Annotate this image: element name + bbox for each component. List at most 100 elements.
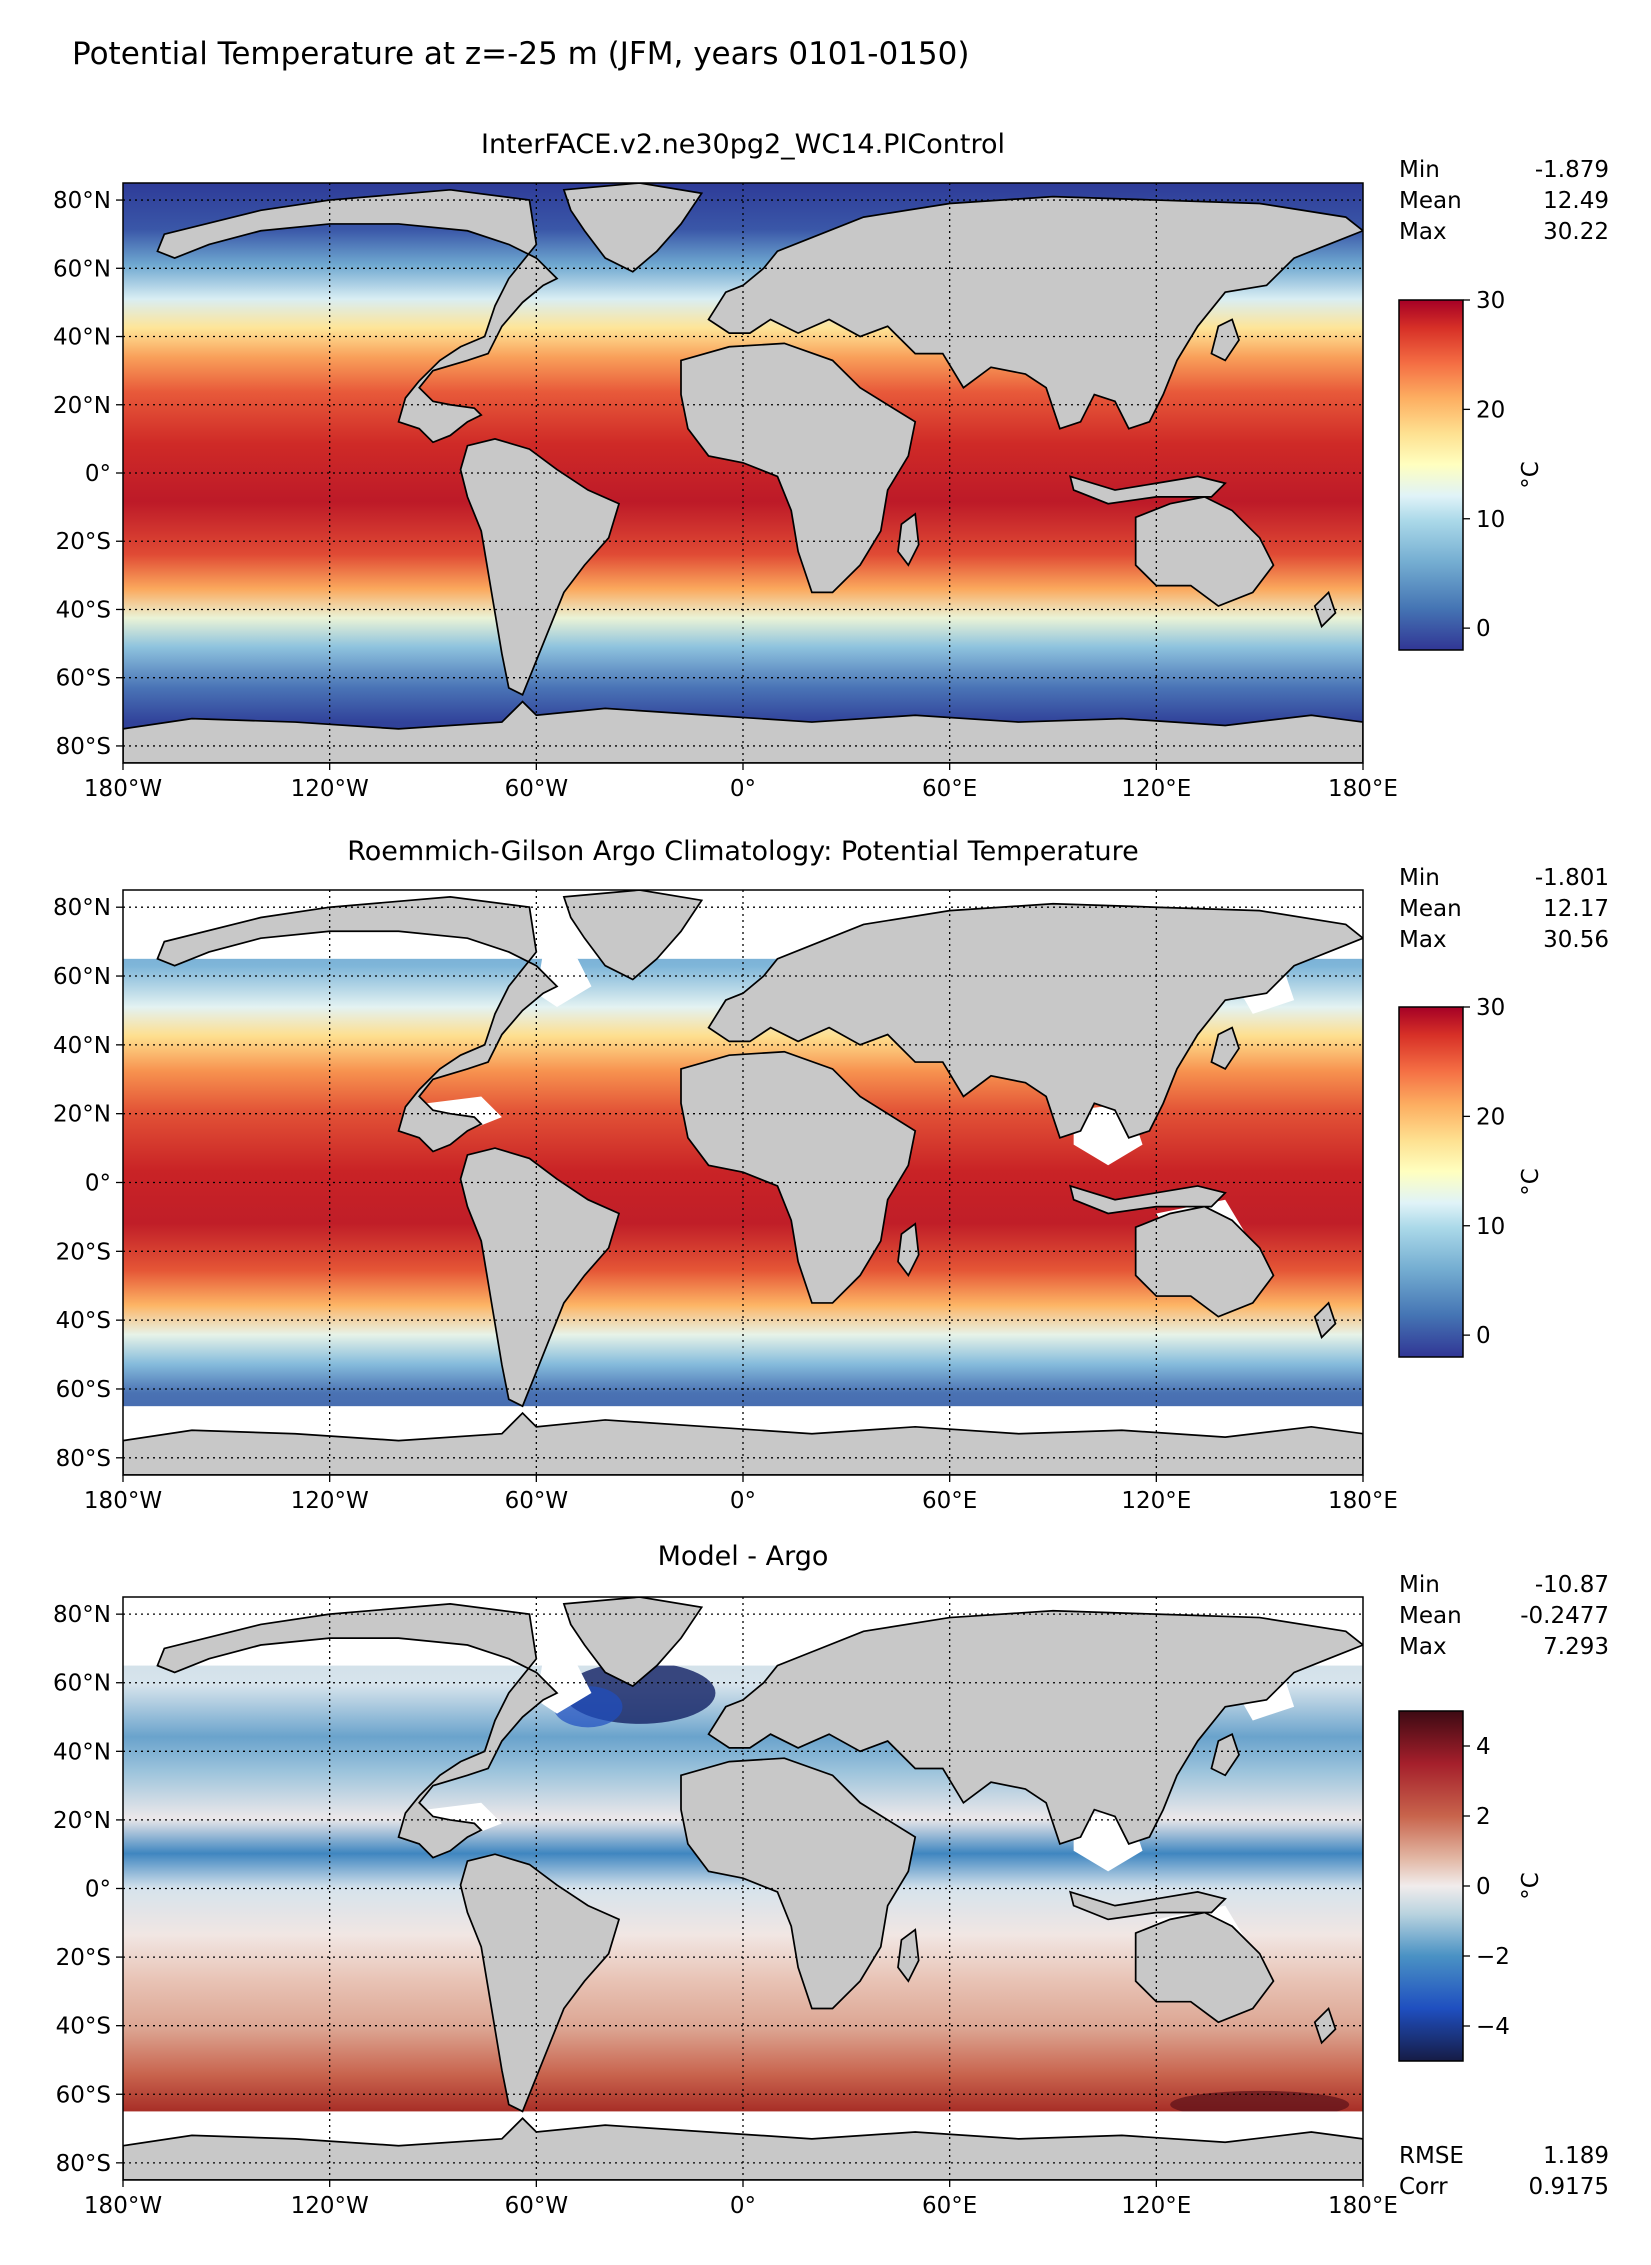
colorbar-unit: °C bbox=[1518, 1872, 1544, 1900]
southern-ocean-warm-bias bbox=[1170, 2090, 1350, 2119]
y-tick-label: 80°S bbox=[56, 2151, 111, 2177]
y-tick-label: 60°S bbox=[56, 2082, 111, 2108]
stats-block: Min -10.87 Mean -0.2477 Max 7.293 bbox=[1399, 1572, 1609, 1660]
y-tick-label: 80°S bbox=[56, 1446, 111, 1472]
x-tick-label: 0° bbox=[730, 1488, 756, 1514]
y-tick-label: 80°N bbox=[53, 188, 111, 214]
y-tick-label: 0° bbox=[85, 461, 111, 487]
x-tick-label: 180°E bbox=[1328, 776, 1398, 802]
colorbar-tick-label: 20 bbox=[1476, 397, 1505, 423]
y-tick-label: 60°S bbox=[56, 1377, 111, 1403]
stat-value: 12.17 bbox=[1543, 896, 1609, 922]
colorbar-tick-label: 2 bbox=[1476, 1804, 1491, 1830]
colorbar-tick-label: 4 bbox=[1476, 1734, 1491, 1760]
panel-difference: Model - Argo Min -10.87 Mean -0.2477 Max… bbox=[122, 1541, 1609, 2200]
stat-label: Max bbox=[1399, 927, 1447, 953]
panel-argo: Roemmich-Gilson Argo Climatology: Potent… bbox=[122, 836, 1609, 1476]
stat-value: 30.22 bbox=[1543, 219, 1609, 245]
stat-value: -0.2477 bbox=[1520, 1603, 1609, 1629]
y-tick-label: 80°N bbox=[53, 1602, 111, 1628]
stat-value: -1.801 bbox=[1535, 865, 1609, 891]
stat-label: Min bbox=[1399, 1572, 1440, 1598]
panel-title: Roemmich-Gilson Argo Climatology: Potent… bbox=[347, 836, 1139, 867]
y-tick-label: 20°N bbox=[53, 1102, 111, 1128]
colorbar-tick-label: 10 bbox=[1476, 507, 1505, 533]
x-tick-label: 120°E bbox=[1121, 776, 1191, 802]
stat-label: Min bbox=[1399, 865, 1440, 891]
y-tick-label: 20°S bbox=[56, 529, 111, 555]
stat-label: Mean bbox=[1399, 1603, 1462, 1629]
colorbar-unit: °C bbox=[1518, 1168, 1544, 1196]
stats-block: Min -1.879 Mean 12.49 Max 30.22 bbox=[1399, 157, 1609, 245]
metric-value: 0.9175 bbox=[1529, 2174, 1609, 2200]
stat-value: 7.293 bbox=[1543, 1634, 1609, 1660]
x-tick-label: 120°W bbox=[291, 776, 369, 802]
y-tick-label: 40°N bbox=[53, 325, 111, 351]
map-axes-0: 180°W 120°W 60°W 0° 60°E 120°E 180°E 80°N 60°N 40… bbox=[53, 183, 1398, 802]
y-tick-label: 20°N bbox=[53, 1808, 111, 1834]
x-tick-label: 60°E bbox=[922, 2193, 977, 2219]
metric-label: Corr bbox=[1399, 2174, 1448, 2200]
metrics-block: RMSE 1.189 Corr 0.9175 bbox=[1399, 2143, 1609, 2200]
x-tick-label: 120°E bbox=[1121, 1488, 1191, 1514]
x-tick-label: 60°W bbox=[505, 776, 569, 802]
stats-block: Min -1.801 Mean 12.17 Max 30.56 bbox=[1399, 865, 1609, 953]
figure-title: Potential Temperature at z=-25 m (JFM, y… bbox=[72, 36, 969, 72]
colorbar-gradient bbox=[1398, 299, 1464, 651]
y-tick-label: 80°S bbox=[56, 734, 111, 760]
x-tick-label: 180°E bbox=[1328, 2193, 1398, 2219]
colorbar-tick-label: 30 bbox=[1476, 995, 1505, 1021]
colorbar-unit: °C bbox=[1518, 461, 1544, 489]
colorbar-tick-label: 10 bbox=[1476, 1214, 1505, 1240]
colorbar-tick-label: 0 bbox=[1476, 1874, 1491, 1900]
y-tick-label: 40°S bbox=[56, 1308, 111, 1334]
stat-value: 12.49 bbox=[1543, 188, 1609, 214]
colorbar: 30 20 10 0 °C bbox=[1398, 995, 1544, 1358]
metric-value: 1.189 bbox=[1543, 2143, 1609, 2169]
stat-label: Max bbox=[1399, 219, 1447, 245]
y-tick-label: 0° bbox=[85, 1877, 111, 1903]
y-tick-label: 40°N bbox=[53, 1739, 111, 1765]
y-tick-label: 60°N bbox=[53, 256, 111, 282]
y-tick-label: 40°S bbox=[56, 597, 111, 623]
panel-title: InterFACE.v2.ne30pg2_WC14.PIControl bbox=[481, 129, 1005, 160]
x-tick-label: 0° bbox=[730, 2193, 756, 2219]
map-axes-2: 180°W 120°W 60°W 0° 60°E 120°E 180°E 80°N 60°N 40… bbox=[53, 1597, 1398, 2219]
y-tick-label: 40°N bbox=[53, 1033, 111, 1059]
stat-value: -1.879 bbox=[1535, 157, 1609, 183]
y-tick-label: 0° bbox=[85, 1171, 111, 1197]
stat-value: -10.87 bbox=[1535, 1572, 1609, 1598]
y-tick-label: 60°S bbox=[56, 666, 111, 692]
x-tick-label: 60°E bbox=[922, 776, 977, 802]
y-tick-label: 60°N bbox=[53, 964, 111, 990]
x-tick-label: 0° bbox=[730, 776, 756, 802]
x-tick-label: 60°E bbox=[922, 1488, 977, 1514]
axes-layer: 180°W 120°W 60°W 0° 60°E 120°E 180°E 80°N 60°N 40… bbox=[53, 183, 1398, 2219]
y-tick-label: 60°N bbox=[53, 1671, 111, 1697]
x-tick-label: 180°W bbox=[84, 776, 162, 802]
y-tick-label: 20°S bbox=[56, 1945, 111, 1971]
colorbar-tick-label: 30 bbox=[1476, 288, 1505, 314]
x-tick-label: 120°W bbox=[291, 2193, 369, 2219]
map-axes-1: 180°W 120°W 60°W 0° 60°E 120°E 180°E 80°N 60°N 40… bbox=[53, 890, 1398, 1514]
stat-label: Min bbox=[1399, 157, 1440, 183]
colorbar-tick-label: −4 bbox=[1476, 2014, 1510, 2040]
colorbar-gradient bbox=[1398, 1710, 1464, 2062]
stat-label: Max bbox=[1399, 1634, 1447, 1660]
y-tick-label: 40°S bbox=[56, 2014, 111, 2040]
panel-title: Model - Argo bbox=[658, 1541, 829, 1572]
y-tick-label: 20°N bbox=[53, 393, 111, 419]
stat-label: Mean bbox=[1399, 896, 1462, 922]
x-tick-label: 180°W bbox=[84, 1488, 162, 1514]
panel-model: InterFACE.v2.ne30pg2_WC14.PIControl Min … bbox=[122, 129, 1609, 764]
y-tick-label: 80°N bbox=[53, 895, 111, 921]
stat-label: Mean bbox=[1399, 188, 1462, 214]
colorbar-tick-label: −2 bbox=[1476, 1944, 1510, 1970]
colorbar-tick-label: 0 bbox=[1476, 616, 1491, 642]
x-tick-label: 60°W bbox=[505, 2193, 569, 2219]
y-tick-label: 20°S bbox=[56, 1239, 111, 1265]
colorbar-gradient bbox=[1398, 1006, 1464, 1358]
x-tick-label: 120°W bbox=[291, 1488, 369, 1514]
x-tick-label: 180°E bbox=[1328, 1488, 1398, 1514]
colorbar: 30 20 10 0 °C bbox=[1398, 288, 1544, 651]
